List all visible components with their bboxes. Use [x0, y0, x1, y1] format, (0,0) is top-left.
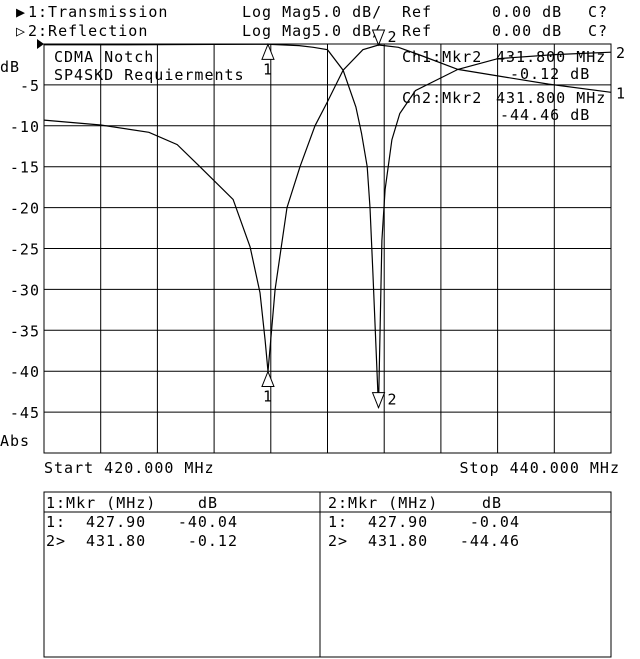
trace-1-ref-value: 0.00 dB [492, 3, 562, 21]
y-tick-label: -40 [10, 363, 40, 381]
trace-2-cal-status: C? [588, 22, 608, 40]
trace-1-label: 1:Transmission [28, 3, 168, 21]
trace-1-scale: 5.0 dB/ [312, 3, 382, 21]
y-mode-label: Abs [0, 432, 30, 450]
table-row-freq: 427.90 [368, 513, 428, 531]
table-row-db: -40.04 [178, 513, 238, 531]
marker-table-ch2: 2:Mkr (MHz) dB 1: 427.90 -0.04 2> 431.80… [328, 494, 520, 550]
y-tick-label: -10 [10, 118, 40, 136]
table-row-db: -44.46 [460, 532, 520, 550]
ch2-marker-label: Ch2:Mkr2 [402, 89, 482, 107]
table-header-db: dB [482, 494, 502, 512]
start-frequency: Start 420.000 MHz [44, 459, 215, 477]
table-row-db: -0.04 [470, 513, 520, 531]
marker-2-transmission: 2 [371, 28, 398, 47]
trace-header-1[interactable]: ▶ 1:Transmission Log Mag 5.0 dB/ Ref 0.0… [16, 3, 608, 21]
y-unit-label: dB [0, 58, 20, 76]
marker-1-reflection: 1 [261, 42, 275, 78]
marker-1-transmission: 1 [261, 370, 275, 406]
traces: 1 1 2 2 1 2 [43, 28, 626, 410]
marker-readout-ch1: Ch1:Mkr2 431.800 MHz -0.12 dB [402, 48, 606, 83]
trace-2-scale: 5.0 dB/ [312, 22, 382, 40]
y-tick-label: -35 [10, 322, 40, 340]
table-header-mkr: 1:Mkr (MHz) [46, 494, 156, 512]
title-line-1: CDMA Notch [54, 48, 154, 66]
stop-frequency: Stop 440.000 MHz [460, 459, 621, 477]
y-tick-label: -20 [10, 200, 40, 218]
ch2-marker-freq: 431.800 MHz [496, 89, 606, 107]
marker-up-triangle-icon [261, 42, 275, 60]
trace-1-ref-label: Ref [402, 3, 432, 21]
marker-table-frame [43, 491, 612, 658]
marker-label: 1 [263, 388, 273, 406]
trace-2-format: Log Mag [242, 22, 312, 40]
active-trace-indicator: ▶ [16, 3, 26, 21]
y-tick-label: -25 [10, 241, 40, 259]
marker-table-ch1: 1:Mkr (MHz) dB 1: 427.90 -40.04 2> 431.8… [46, 494, 238, 550]
y-tick-label: -30 [10, 281, 40, 299]
trace-2-ref-label: Ref [402, 22, 432, 40]
table-row-marker: 2> [46, 532, 66, 550]
marker-down-triangle-icon [371, 392, 386, 410]
title-line-2: SP4SKD Requierments [54, 66, 245, 84]
marker-label: 2 [388, 28, 398, 46]
trace-end-label: 1 [616, 84, 626, 102]
ch1-marker-label: Ch1:Mkr2 [402, 48, 482, 66]
ch2-marker-value: -44.46 dB [500, 106, 590, 124]
table-row-db: -0.12 [188, 532, 238, 550]
table-row-marker: 2> [328, 532, 348, 550]
marker-2-reflection: 2 [371, 391, 398, 410]
marker-up-triangle-icon [261, 370, 275, 388]
marker-label: 1 [263, 60, 273, 78]
y-tick-labels: -5 -10 -15 -20 -25 -30 -35 -40 -45 [10, 77, 40, 422]
ch1-marker-freq: 431.800 MHz [496, 48, 606, 66]
trace-end-label: 2 [616, 44, 626, 62]
table-row-marker: 1: [328, 513, 348, 531]
table-row-freq: 431.80 [86, 532, 146, 550]
table-row-freq: 427.90 [86, 513, 146, 531]
marker-table: 1:Mkr (MHz) dB 1: 427.90 -40.04 2> 431.8… [43, 491, 612, 658]
marker-readout-ch2: Ch2:Mkr2 431.800 MHz -44.46 dB [402, 89, 606, 124]
ch1-marker-value: -0.12 dB [510, 65, 590, 83]
table-row-marker: 1: [46, 513, 66, 531]
reference-position-icon [37, 39, 44, 49]
y-tick-label: -5 [20, 77, 40, 95]
trace-transmission [43, 44, 612, 372]
inactive-trace-indicator: ▷ [16, 22, 26, 40]
table-header-mkr: 2:Mkr (MHz) [328, 494, 438, 512]
trace-1-cal-status: C? [588, 3, 608, 21]
marker-label: 2 [388, 391, 398, 409]
marker-down-triangle-icon [371, 29, 386, 47]
trace-header-2[interactable]: ▷ 2:Reflection Log Mag 5.0 dB/ Ref 0.00 … [16, 22, 608, 40]
trace-2-ref-value: 0.00 dB [492, 22, 562, 40]
trace-reflection [43, 43, 612, 408]
trace-2-label: 2:Reflection [28, 22, 148, 40]
y-tick-label: -15 [10, 159, 40, 177]
trace-1-format: Log Mag [242, 3, 312, 21]
y-tick-label: -45 [10, 404, 40, 422]
table-header-db: dB [198, 494, 218, 512]
table-row-freq: 431.80 [368, 532, 428, 550]
